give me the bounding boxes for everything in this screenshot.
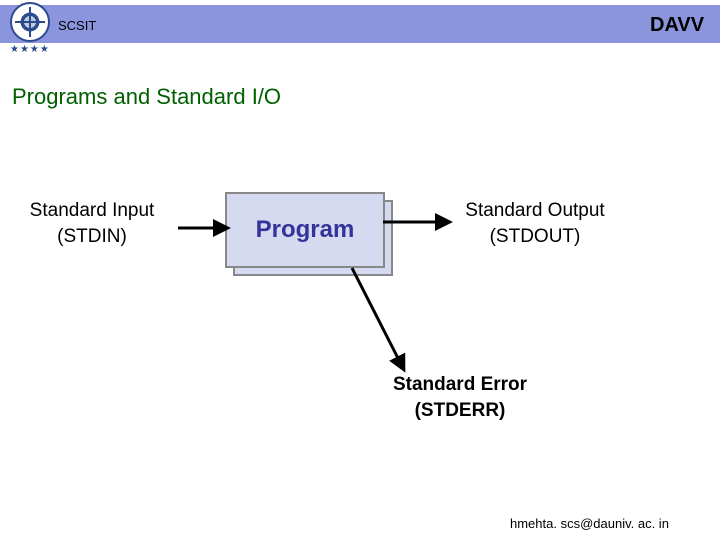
footer-email: hmehta. scs@dauniv. ac. in <box>510 516 669 531</box>
arrow-program-to-stderr <box>352 268 404 370</box>
slide: ★★★★ SCSIT DAVV Programs and Standard I/… <box>0 0 720 540</box>
arrows-layer <box>0 0 720 540</box>
